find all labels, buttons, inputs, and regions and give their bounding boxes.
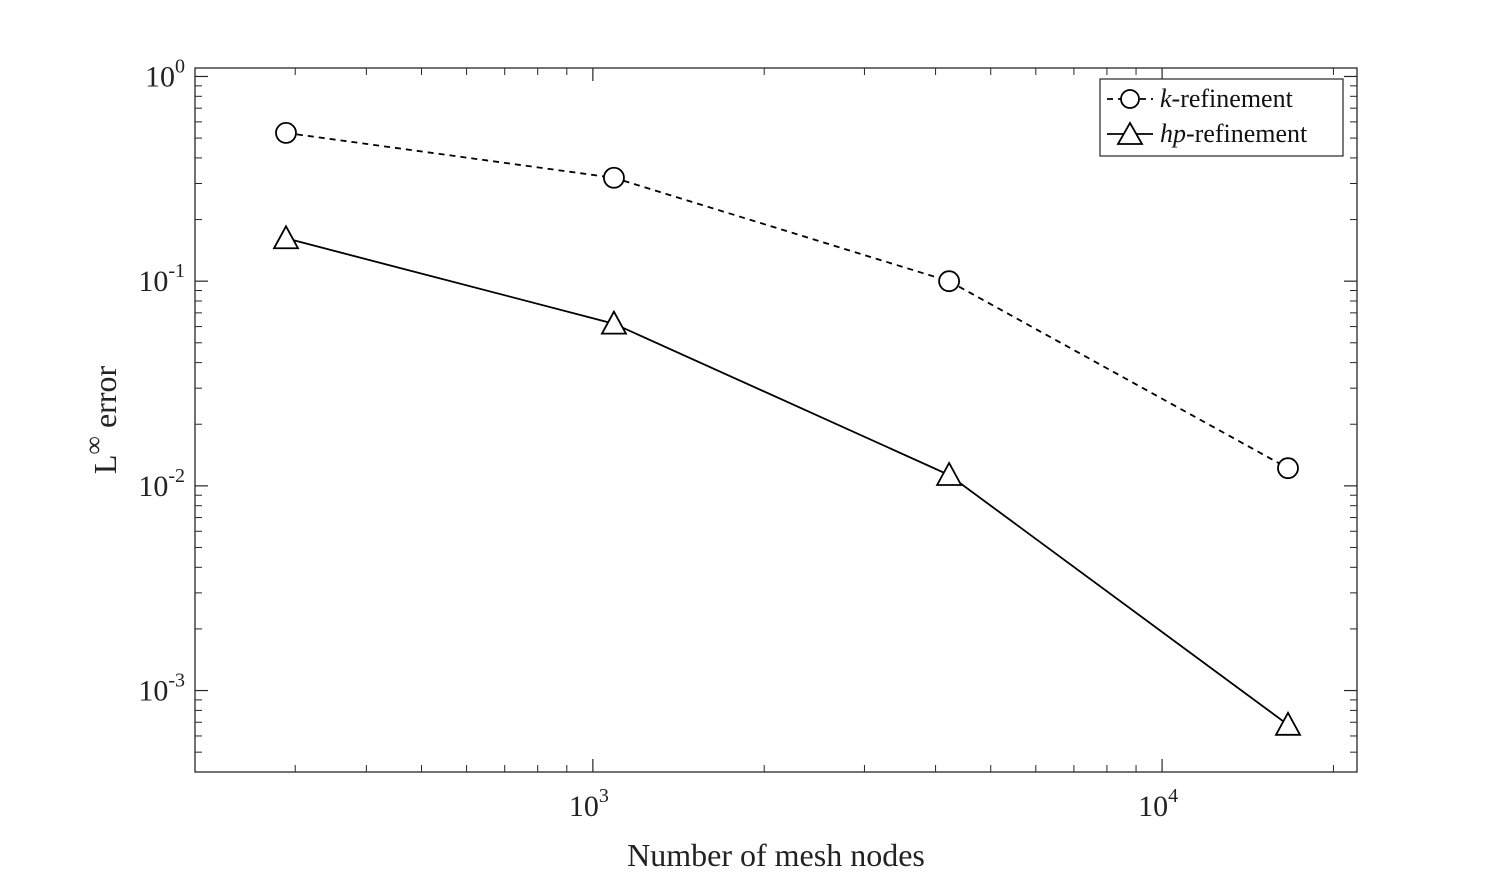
data-point-circle xyxy=(275,122,297,144)
y-tick-label: 10-1 xyxy=(138,260,185,298)
series-line-1 xyxy=(285,237,1289,726)
y-tick-exponent: -2 xyxy=(168,465,185,487)
data-point-circle xyxy=(938,270,960,293)
data-point-triangle xyxy=(1274,710,1302,736)
y-tick-label: 10-3 xyxy=(138,670,185,708)
x-tick-base: 10 xyxy=(1138,790,1168,823)
legend-marker-k xyxy=(1120,89,1140,109)
y-axis-title-rest: error xyxy=(87,366,123,437)
data-point-circle xyxy=(603,166,625,189)
data-point-triangle xyxy=(272,224,300,250)
legend-marker-hp xyxy=(1116,121,1144,145)
y-tick-base: 10 xyxy=(145,60,175,93)
x-tick-label: 103 xyxy=(569,785,609,823)
data-point-triangle xyxy=(600,309,628,335)
legend-label-k: k-refinement xyxy=(1160,84,1294,113)
series-line-0 xyxy=(285,132,1289,469)
legend-label-hp: hp-refinement xyxy=(1160,119,1308,148)
plot-frame xyxy=(194,67,1358,773)
x-tick-label: 104 xyxy=(1138,785,1178,823)
legend-label-k-italic: k xyxy=(1160,84,1172,113)
x-tick-base: 10 xyxy=(569,790,599,823)
y-axis-title: L∞ error xyxy=(79,366,123,475)
data-point-triangle xyxy=(935,461,963,486)
y-tick-exponent: -3 xyxy=(168,670,185,692)
x-axis-title: Number of mesh nodes xyxy=(627,837,925,873)
series-layer xyxy=(272,122,1302,736)
y-tick-base: 10 xyxy=(138,265,168,298)
minor-ticks xyxy=(195,68,1357,772)
major-ticks xyxy=(195,68,1357,772)
x-tick-exponent: 4 xyxy=(1168,785,1178,807)
legend-label-k-rest: -refinement xyxy=(1172,84,1294,113)
y-axis-title-sup: ∞ xyxy=(79,436,108,455)
y-tick-base: 10 xyxy=(138,470,168,503)
x-tick-exponent: 3 xyxy=(599,785,609,807)
plot-area xyxy=(195,68,1357,772)
legend-label-hp-italic: hp xyxy=(1160,119,1186,148)
data-point-circle xyxy=(1277,457,1299,480)
y-axis-title-main: L xyxy=(87,455,123,475)
y-tick-label: 10-2 xyxy=(138,465,185,503)
legend: k-refinement hp-refinement xyxy=(1099,78,1344,157)
y-tick-base: 10 xyxy=(138,675,168,708)
y-tick-exponent: -1 xyxy=(168,260,185,282)
x-tick-labels: 103 104 xyxy=(569,785,1178,823)
y-tick-label: 100 xyxy=(145,55,185,93)
legend-label-hp-rest: -refinement xyxy=(1186,119,1308,148)
y-tick-exponent: 0 xyxy=(175,55,185,77)
